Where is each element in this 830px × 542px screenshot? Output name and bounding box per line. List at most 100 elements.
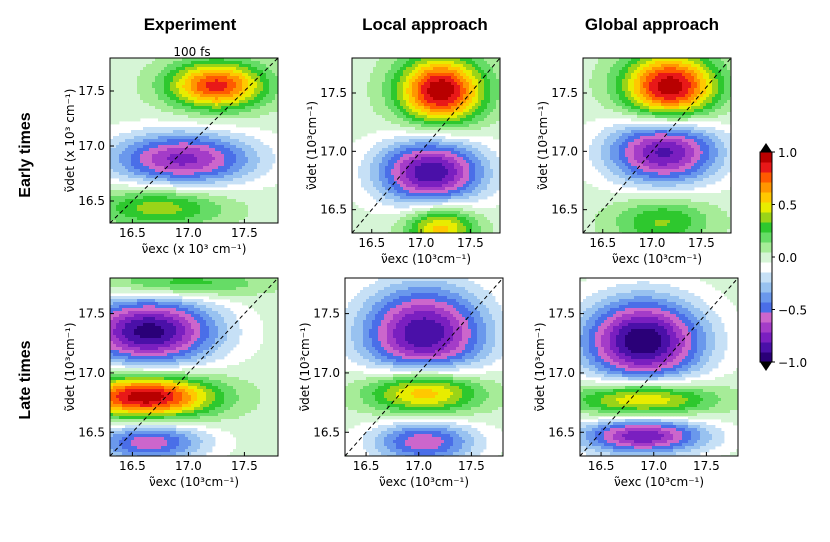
field-cell bbox=[137, 115, 141, 119]
field-cell bbox=[442, 163, 446, 167]
field-cell bbox=[152, 130, 156, 134]
field-cell bbox=[230, 61, 234, 65]
field-cell bbox=[209, 175, 213, 179]
field-cell bbox=[122, 190, 126, 194]
field-cell bbox=[113, 202, 117, 206]
field-cell bbox=[442, 157, 446, 161]
field-cell bbox=[203, 109, 207, 113]
field-cell bbox=[245, 205, 249, 209]
field-cell bbox=[179, 91, 183, 95]
field-cell bbox=[263, 154, 267, 158]
field-cell bbox=[430, 97, 434, 101]
field-cell bbox=[260, 58, 264, 62]
field-cell bbox=[179, 160, 183, 164]
field-cell bbox=[367, 85, 371, 89]
field-cell bbox=[487, 175, 491, 179]
field-cell bbox=[194, 205, 198, 209]
field-cell bbox=[370, 82, 374, 86]
field-cell bbox=[131, 193, 135, 197]
field-cell bbox=[173, 193, 177, 197]
field-cell bbox=[487, 121, 491, 125]
field-cell bbox=[391, 190, 395, 194]
field-cell bbox=[134, 166, 138, 170]
field-cell bbox=[439, 61, 443, 65]
field-cell bbox=[248, 124, 252, 128]
field-cell bbox=[224, 211, 228, 215]
field-cell bbox=[436, 136, 440, 140]
field-cell bbox=[427, 187, 431, 191]
field-cell bbox=[472, 64, 476, 68]
field-cell bbox=[484, 100, 488, 104]
field-cell bbox=[409, 73, 413, 77]
field-cell bbox=[137, 106, 141, 110]
field-cell bbox=[454, 112, 458, 116]
field-cell bbox=[146, 88, 150, 92]
field-cell bbox=[272, 76, 276, 80]
field-cell bbox=[230, 178, 234, 182]
field-cell bbox=[158, 205, 162, 209]
field-cell bbox=[257, 121, 261, 125]
field-cell bbox=[182, 97, 186, 101]
field-cell bbox=[203, 220, 207, 223]
field-cell bbox=[194, 199, 198, 203]
field-cell bbox=[367, 73, 371, 77]
field-cell bbox=[245, 139, 249, 143]
field-cell bbox=[418, 58, 422, 62]
field-cell bbox=[119, 70, 123, 74]
field-cell bbox=[445, 100, 449, 104]
field-cell bbox=[230, 64, 234, 68]
field-cell bbox=[451, 154, 455, 158]
field-cell bbox=[164, 163, 168, 167]
field-cell bbox=[272, 211, 276, 215]
field-cell bbox=[197, 190, 201, 194]
field-cell bbox=[206, 205, 210, 209]
field-cell bbox=[433, 61, 437, 65]
field-cell bbox=[463, 175, 467, 179]
field-cell bbox=[125, 178, 129, 182]
field-cell bbox=[215, 70, 219, 74]
field-cell bbox=[188, 109, 192, 113]
field-cell bbox=[403, 172, 407, 176]
field-cell bbox=[137, 202, 141, 206]
field-cell bbox=[242, 193, 246, 197]
field-cell bbox=[269, 82, 273, 86]
field-cell bbox=[197, 166, 201, 170]
field-cell bbox=[430, 76, 434, 80]
field-cell bbox=[400, 127, 404, 131]
field-cell bbox=[490, 103, 494, 107]
field-cell bbox=[448, 64, 452, 68]
field-cell bbox=[248, 106, 252, 110]
field-cell bbox=[134, 109, 138, 113]
field-cell bbox=[197, 127, 201, 131]
field-cell bbox=[260, 154, 264, 158]
field-cell bbox=[496, 70, 500, 74]
field-cell bbox=[173, 145, 177, 149]
field-cell bbox=[424, 148, 428, 152]
field-cell bbox=[251, 205, 255, 209]
field-cell bbox=[424, 181, 428, 185]
field-cell bbox=[152, 187, 156, 191]
field-cell bbox=[361, 184, 365, 188]
field-cell bbox=[385, 100, 389, 104]
field-cell bbox=[430, 139, 434, 143]
field-cell bbox=[463, 166, 467, 170]
field-cell bbox=[397, 67, 401, 71]
field-cell bbox=[176, 181, 180, 185]
field-cell bbox=[176, 115, 180, 119]
field-cell bbox=[421, 73, 425, 77]
field-cell bbox=[128, 205, 132, 209]
field-cell bbox=[128, 109, 132, 113]
field-cell bbox=[164, 133, 168, 137]
field-cell bbox=[191, 193, 195, 197]
field-cell bbox=[125, 211, 129, 215]
field-cell bbox=[412, 178, 416, 182]
field-cell bbox=[155, 112, 159, 116]
field-cell bbox=[149, 145, 153, 149]
field-cell bbox=[254, 88, 258, 92]
field-cell bbox=[403, 193, 407, 197]
field-cell bbox=[463, 112, 467, 116]
field-cell bbox=[382, 181, 386, 185]
field-cell bbox=[263, 115, 267, 119]
field-cell bbox=[394, 136, 398, 140]
field-cell bbox=[170, 103, 174, 107]
